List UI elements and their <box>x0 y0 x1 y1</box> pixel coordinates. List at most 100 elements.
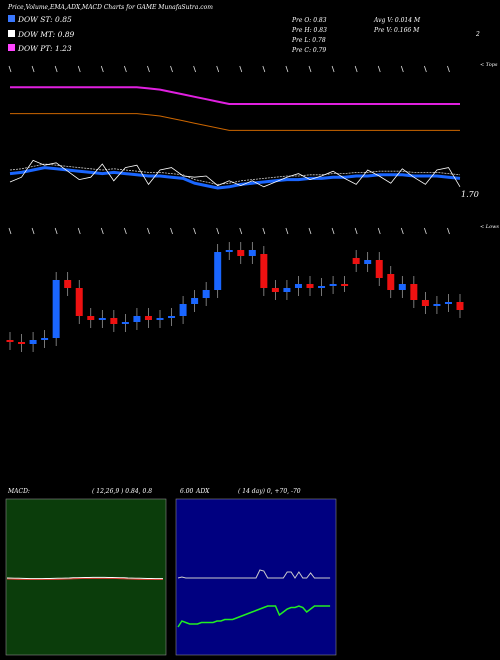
candle-body <box>364 260 372 264</box>
candle-body <box>133 316 141 322</box>
low-marker <box>377 227 381 235</box>
candle-body <box>191 298 199 304</box>
candle-body <box>329 284 337 286</box>
top-marker <box>447 65 450 73</box>
adx-lines <box>177 569 331 628</box>
candle-body <box>52 280 60 338</box>
candle-body <box>387 274 395 290</box>
top-marker <box>124 65 127 73</box>
macd-label: MACD: <box>7 488 30 495</box>
low-marker <box>124 227 127 235</box>
tops-label: < Tops <box>480 62 498 68</box>
top-marker <box>147 65 150 73</box>
top-marker <box>400 65 404 73</box>
candle-body <box>168 316 176 318</box>
low-marker <box>331 227 335 235</box>
macd-lines <box>6 576 163 580</box>
top-marker <box>331 65 335 73</box>
candle-body <box>352 258 360 264</box>
low-marker <box>54 227 58 235</box>
candle-body <box>121 322 129 324</box>
candle-body <box>225 250 233 252</box>
dow-st-line <box>9 166 461 190</box>
low-marker <box>262 227 266 235</box>
candle-body <box>444 302 452 304</box>
top-marker <box>308 65 312 73</box>
low-marker <box>354 227 358 235</box>
candle-body <box>87 316 95 320</box>
candle-body <box>398 284 406 290</box>
legend-label-pt: DOW PT: 1.23 <box>17 44 72 53</box>
candle-body <box>75 288 83 316</box>
price-tag: 1.70 <box>461 190 479 199</box>
legend-swatch-mt <box>8 30 15 37</box>
tops-markers <box>8 65 450 73</box>
candle-body <box>98 318 106 320</box>
lows-label: < Lows <box>480 224 499 230</box>
candle-body <box>202 290 210 298</box>
legend-label-mt: DOW MT: 0.89 <box>17 30 75 39</box>
low-marker <box>31 227 35 235</box>
top-marker <box>216 65 220 73</box>
candle-body <box>283 288 291 292</box>
stat-high: Pre H: 0.83 <box>291 27 327 34</box>
candle-body <box>294 284 302 288</box>
legend-swatch-st <box>8 15 15 22</box>
dow-pt-line <box>10 86 460 105</box>
candle-body <box>41 338 49 340</box>
top-marker <box>77 65 81 73</box>
candle-body <box>248 250 256 256</box>
candle-body <box>29 340 37 344</box>
low-marker <box>216 227 220 235</box>
low-marker <box>285 227 289 235</box>
candle-body <box>144 316 152 320</box>
legend-label-st: DOW ST: 0.85 <box>17 15 72 24</box>
stat-close: Pre C: 0.79 <box>291 47 326 54</box>
top-marker <box>377 65 381 73</box>
candles <box>6 242 464 352</box>
candle-body <box>341 284 349 286</box>
stat-low: Pre L: 0.78 <box>291 37 326 44</box>
close-price-line <box>9 159 461 188</box>
low-marker <box>239 227 243 235</box>
candle-body <box>271 288 279 292</box>
legend-swatch-pt <box>8 44 15 51</box>
stat-open: Pre O: 0.83 <box>291 17 327 24</box>
macd-signal-line <box>6 578 163 580</box>
candle-body <box>237 250 245 256</box>
top-marker <box>239 65 243 73</box>
macd-params: ( 12,26,9 ) 0.84, 0.8 <box>92 488 152 495</box>
top-marker <box>424 65 427 73</box>
top-marker <box>285 65 289 73</box>
candle-body <box>306 284 314 288</box>
candle-body <box>456 302 464 310</box>
adx-params: ( 14 day) 0, +70, -70 <box>238 488 301 495</box>
candle-body <box>421 300 429 306</box>
candle-body <box>156 318 164 320</box>
lows-markers <box>8 227 450 235</box>
stat-corner: 2 <box>475 31 480 38</box>
adx-label: ADX <box>195 488 210 495</box>
top-marker <box>193 65 196 73</box>
low-marker <box>447 227 450 235</box>
top-marker <box>262 65 266 73</box>
candle-body <box>110 318 118 324</box>
stat-avg-vol: Avg V: 0.014 M <box>373 17 421 24</box>
candle-body <box>179 304 187 316</box>
top-marker <box>100 65 104 73</box>
candle-body <box>18 342 26 344</box>
low-marker <box>400 227 404 235</box>
candle-body <box>260 254 268 288</box>
adx-line <box>177 569 331 579</box>
candle-body <box>433 304 441 306</box>
stat-pre-vol: Pre V: 0.166 M <box>373 27 420 34</box>
low-marker <box>193 227 196 235</box>
top-marker <box>54 65 58 73</box>
adx-plus-di-line <box>177 605 331 628</box>
candle-body <box>214 252 222 290</box>
candle-body <box>410 284 418 300</box>
chart-title: Price,Volume,EMA,ADX,MACD Charts for GAM… <box>7 4 213 11</box>
low-marker <box>100 227 104 235</box>
